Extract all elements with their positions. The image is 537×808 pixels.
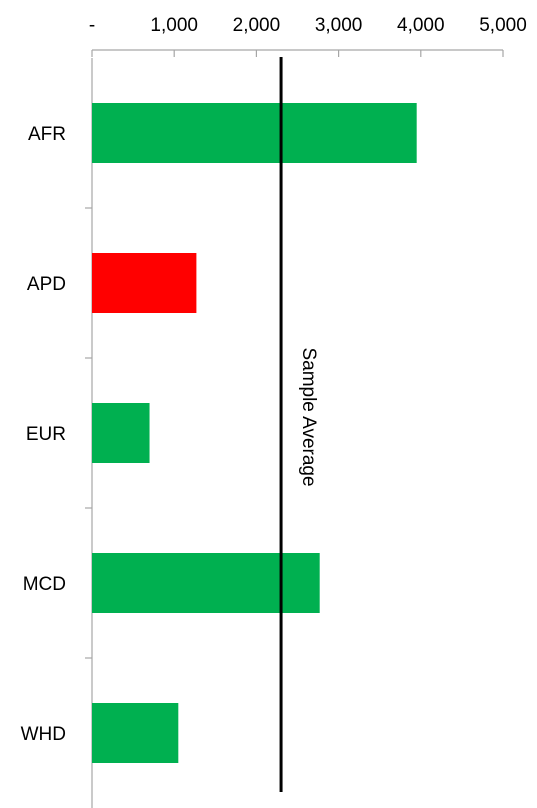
x-tick-label: 2,000 bbox=[233, 15, 281, 36]
x-tick-label: 5,000 bbox=[479, 15, 527, 36]
x-tick-label: - bbox=[89, 15, 95, 36]
category-label-apd: APD bbox=[27, 274, 66, 295]
category-label-eur: EUR bbox=[26, 424, 66, 445]
y-axis-ticks bbox=[85, 207, 92, 659]
bar-mcd bbox=[92, 553, 320, 613]
x-tick-label: 4,000 bbox=[397, 15, 445, 36]
x-tick-label: 1,000 bbox=[150, 15, 198, 36]
category-label-whd: WHD bbox=[21, 724, 66, 745]
bars bbox=[92, 103, 417, 763]
category-labels: AFR APD EUR MCD WHD bbox=[21, 124, 66, 745]
x-axis-ticks bbox=[91, 50, 504, 57]
bar-eur bbox=[92, 403, 150, 463]
category-label-mcd: MCD bbox=[23, 574, 66, 595]
x-axis-tick-labels: - 1,000 2,000 3,000 4,000 5,000 bbox=[89, 15, 527, 36]
category-label-afr: AFR bbox=[28, 124, 66, 145]
x-tick-label: 3,000 bbox=[315, 15, 363, 36]
bar-whd bbox=[92, 703, 179, 763]
bar-afr bbox=[92, 103, 417, 163]
bar-apd bbox=[92, 253, 197, 313]
sample-average-label: Sample Average bbox=[298, 347, 319, 486]
